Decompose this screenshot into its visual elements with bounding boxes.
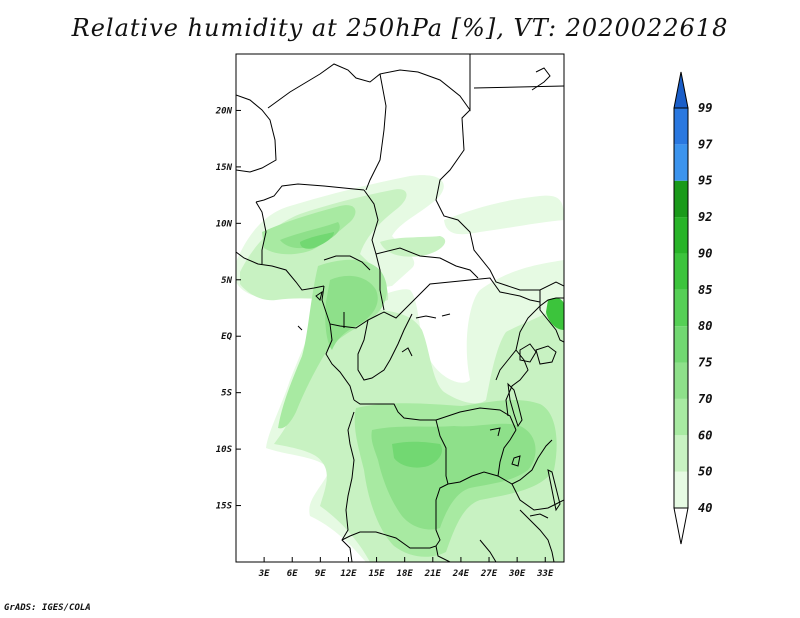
x-tick-label: 33E (536, 569, 554, 579)
x-tick-label: 3E (258, 569, 270, 579)
y-tick-label: 10N (216, 219, 233, 229)
grads-credit: GrADS: IGES/COLA (4, 603, 91, 613)
x-tick-label: 30E (508, 569, 526, 579)
colorbar-high-arrow (673, 71, 689, 109)
y-tick-label: 10S (216, 445, 233, 455)
x-tick-label: 6E (287, 569, 298, 579)
colorbar-label: 70 (698, 392, 712, 406)
x-axis: 3E 6E 9E 12E 15E 18E 21E 24E 27E 30E 33E (258, 557, 554, 579)
colorbar-label: 95 (698, 174, 712, 188)
colorbar-segment (674, 144, 688, 181)
colorbar-legend: 40 50 60 70 75 80 85 90 92 95 97 99 (673, 71, 713, 545)
y-axis: 20N 15N 10N 5N EQ 5S 10S 15S (215, 106, 241, 512)
x-tick-label: 15E (368, 569, 385, 579)
x-tick-label: 24E (452, 569, 470, 579)
y-tick-label: EQ (221, 332, 232, 342)
humidity-shading (236, 175, 564, 562)
x-tick-label: 9E (315, 569, 326, 579)
lakes (297, 67, 561, 519)
colorbar-segment (674, 108, 688, 145)
colorbar-segment (674, 471, 688, 508)
x-tick-label: 27E (480, 569, 498, 579)
colorbar-label: 80 (698, 319, 712, 333)
y-tick-label: 15S (216, 502, 233, 512)
y-tick-label: 15N (216, 163, 233, 173)
country-boundaries (236, 54, 564, 562)
colorbar-segment (674, 398, 688, 436)
colorbar-outline (673, 107, 689, 509)
colorbar-label: 75 (698, 356, 712, 370)
y-tick-label: 5N (221, 276, 232, 286)
y-tick-label: 5S (221, 389, 232, 399)
colorbar-label: 40 (698, 501, 712, 515)
colorbar-label: 99 (698, 101, 712, 115)
x-tick-label: 12E (340, 569, 357, 579)
colorbar-segment (674, 326, 688, 363)
x-tick-label: 18E (397, 569, 414, 579)
colorbar-label: 50 (698, 465, 712, 479)
map-frame (235, 53, 565, 563)
colorbar-label: 60 (698, 428, 712, 442)
colorbar-segment (674, 180, 688, 218)
map-title: Relative humidity at 250hPa [%], VT: 202… (71, 14, 729, 42)
colorbar-segment (674, 253, 688, 290)
colorbar-low-arrow (673, 507, 689, 545)
colorbar-segment (674, 217, 688, 254)
colorbar-label: 85 (698, 283, 712, 297)
colorbar-segment (674, 289, 688, 327)
colorbar-label: 90 (698, 246, 712, 260)
y-tick-label: 20N (215, 106, 233, 116)
colorbar-segment (674, 362, 688, 399)
x-tick-label: 21E (424, 569, 442, 579)
colorbar-label: 97 (698, 137, 713, 151)
colorbar-label: 92 (698, 210, 712, 224)
colorbar-segment (674, 435, 688, 472)
